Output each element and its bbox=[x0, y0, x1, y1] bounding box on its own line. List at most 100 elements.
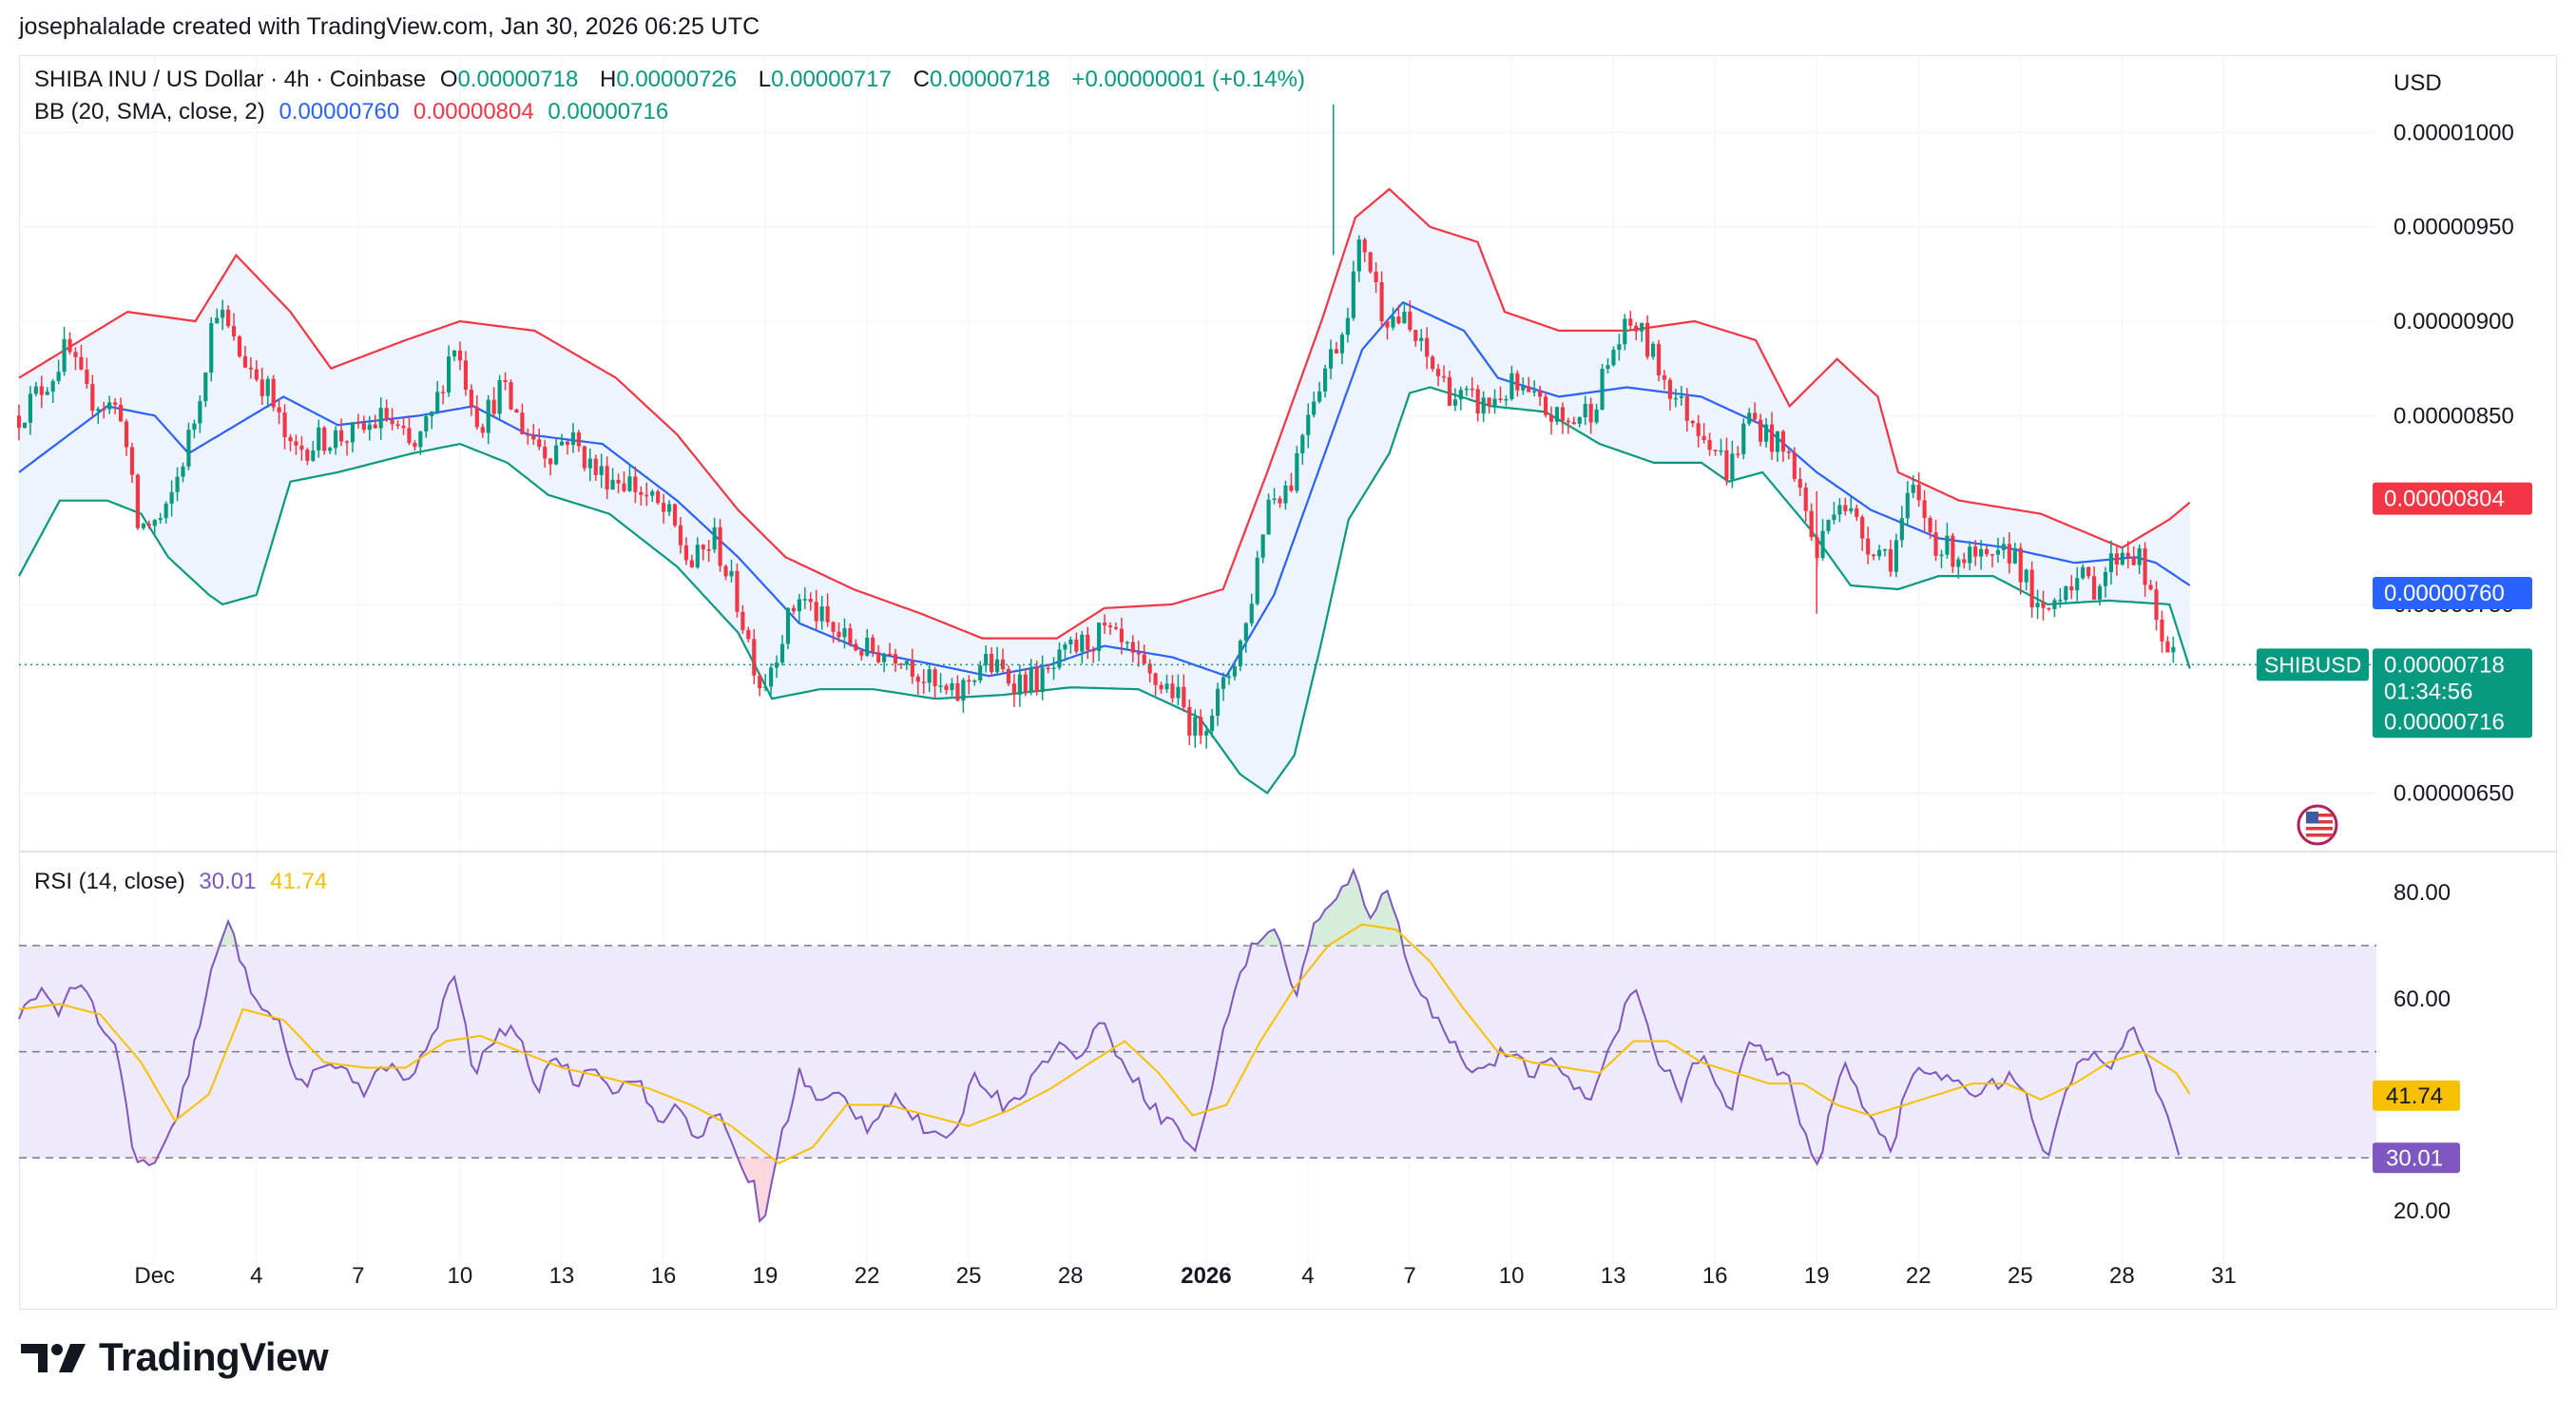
candle-body bbox=[932, 669, 937, 686]
candle-body bbox=[271, 378, 276, 408]
candle-body bbox=[706, 549, 711, 551]
candle-body bbox=[430, 412, 434, 416]
candle-body bbox=[1487, 397, 1491, 406]
candle-body bbox=[1968, 546, 1972, 564]
candle-body bbox=[2075, 578, 2080, 591]
candle-body bbox=[424, 415, 429, 431]
candle-body bbox=[1888, 549, 1894, 572]
flag-stripe bbox=[2306, 814, 2333, 817]
candle-body bbox=[605, 466, 609, 489]
candle-body bbox=[1701, 435, 1706, 441]
candle-body bbox=[2064, 585, 2068, 601]
candle-body bbox=[1736, 453, 1740, 455]
last-price-badge: 0.00000718 bbox=[2384, 652, 2505, 678]
candle-body bbox=[938, 685, 943, 687]
ohlc-open: O0.00000718 bbox=[439, 67, 579, 92]
candle-body bbox=[1266, 499, 1271, 535]
candle-body bbox=[1719, 450, 1723, 452]
candle-body bbox=[1916, 484, 1921, 501]
candle-body bbox=[1962, 559, 1967, 564]
candle-body bbox=[842, 627, 847, 638]
candle-body bbox=[221, 309, 225, 318]
candle-body bbox=[480, 427, 485, 433]
candle-body bbox=[950, 683, 954, 691]
candle-body bbox=[978, 665, 983, 681]
time-axis-label: 31 bbox=[2211, 1263, 2237, 1289]
candle-body bbox=[683, 545, 688, 561]
candle-body bbox=[356, 422, 360, 424]
candle-body bbox=[1091, 649, 1096, 652]
candle-body bbox=[758, 675, 762, 689]
candle-body bbox=[887, 653, 893, 656]
candle-body bbox=[921, 681, 926, 683]
candle-body bbox=[582, 446, 586, 469]
candle-body bbox=[701, 545, 705, 550]
candle-body bbox=[1362, 240, 1367, 253]
candle-body bbox=[163, 503, 168, 519]
candle-body bbox=[203, 372, 208, 402]
candle-body bbox=[129, 447, 135, 475]
candle-body bbox=[45, 392, 49, 395]
candle-body bbox=[373, 424, 377, 429]
candle-body bbox=[1894, 540, 1898, 572]
candle-body bbox=[209, 323, 214, 373]
bb-legend: BB (20, SMA, close, 2) 0.00000760 0.0000… bbox=[34, 99, 676, 125]
candle-body bbox=[96, 409, 101, 412]
bb-upper-value: 0.00000804 bbox=[413, 99, 534, 125]
candle-body bbox=[113, 402, 118, 405]
candle-body bbox=[288, 436, 293, 442]
candle-body bbox=[146, 524, 151, 527]
candle-body bbox=[1600, 369, 1605, 410]
candle-body bbox=[1306, 414, 1311, 435]
candle-body bbox=[1238, 641, 1242, 667]
candle-body bbox=[554, 445, 559, 465]
symbol-badge-bg bbox=[2257, 648, 2369, 681]
candle-body bbox=[1651, 343, 1656, 357]
candle-body bbox=[378, 408, 383, 429]
bb-lower-badge: 0.00000716 bbox=[2384, 709, 2505, 735]
candle-body bbox=[328, 448, 333, 451]
symbol-badge: SHIBUSD bbox=[2264, 652, 2361, 677]
candle-body bbox=[1345, 317, 1350, 335]
time-axis-label: 16 bbox=[1702, 1263, 1728, 1289]
candle-body bbox=[1521, 386, 1526, 391]
candle-body bbox=[1278, 498, 1282, 504]
candle-body bbox=[836, 631, 841, 638]
candle-body bbox=[593, 458, 598, 475]
flag-stripe bbox=[2306, 820, 2333, 824]
candle-body bbox=[1786, 451, 1791, 453]
candle-body bbox=[967, 680, 971, 682]
candle-body bbox=[1243, 623, 1248, 642]
candle-body bbox=[1849, 508, 1854, 511]
candle-body bbox=[1566, 420, 1570, 423]
candle-body bbox=[1130, 642, 1135, 653]
candle-body bbox=[1803, 487, 1808, 511]
candle-body bbox=[1979, 548, 1984, 557]
candle-body bbox=[39, 386, 44, 395]
candle-body bbox=[231, 326, 237, 336]
candle-body bbox=[1040, 667, 1045, 693]
candle-body bbox=[463, 360, 469, 390]
time-axis-label: 28 bbox=[1058, 1263, 1084, 1289]
candle-body bbox=[1103, 623, 1107, 626]
candle-body bbox=[175, 476, 180, 492]
rsi-legend: RSI (14, close) 30.01 41.74 bbox=[34, 869, 335, 895]
candle-body bbox=[67, 338, 72, 353]
candle-body bbox=[616, 479, 621, 484]
candle-body bbox=[893, 654, 898, 664]
candle-body bbox=[1164, 683, 1169, 690]
candle-body bbox=[2160, 619, 2164, 642]
candle-body bbox=[2047, 607, 2051, 610]
candle-body bbox=[338, 430, 344, 442]
candle-body bbox=[1000, 659, 1006, 670]
bb-basis-badge: 0.00000760 bbox=[2384, 581, 2505, 606]
candle-body bbox=[491, 399, 496, 414]
candle-body bbox=[1667, 379, 1673, 399]
rsi-value: 30.01 bbox=[199, 869, 257, 894]
candle-body bbox=[1753, 412, 1758, 420]
time-axis-label: 22 bbox=[1906, 1263, 1932, 1289]
candle-body bbox=[2052, 600, 2057, 609]
candle-body bbox=[1990, 554, 1995, 556]
candle-body bbox=[1645, 322, 1650, 357]
